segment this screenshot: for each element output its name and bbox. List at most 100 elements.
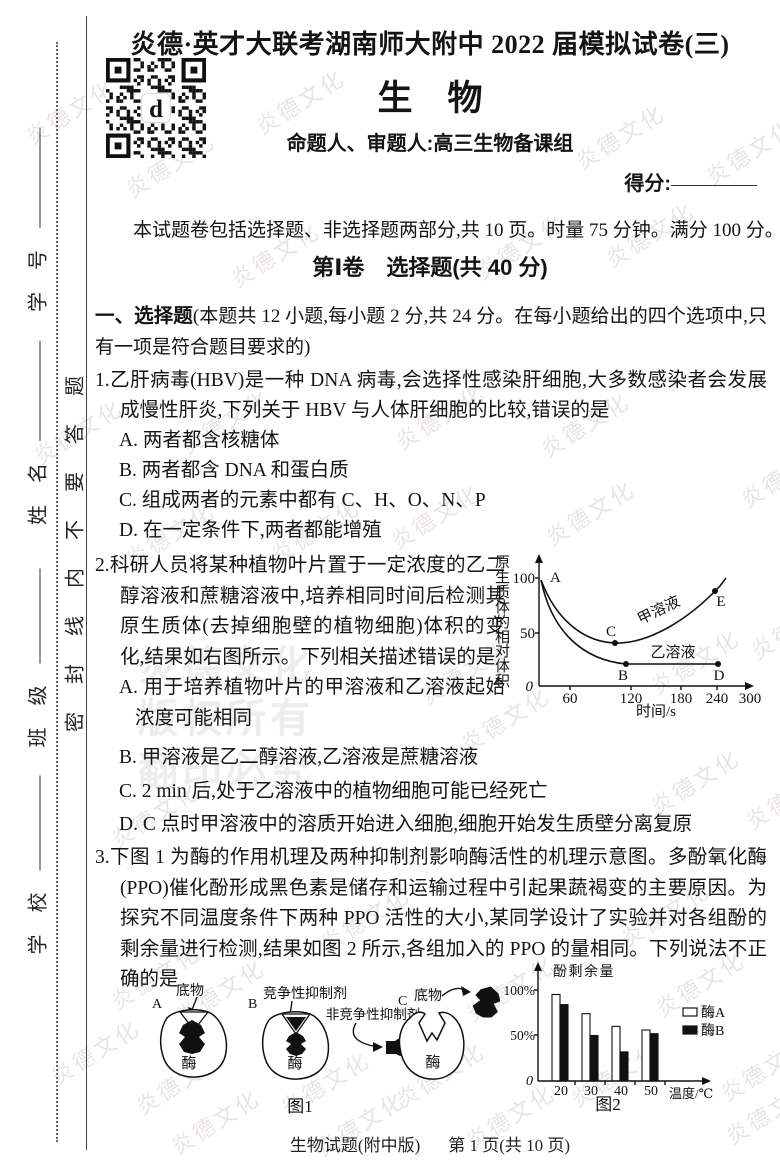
name-blank <box>37 341 41 441</box>
class-label: 班级 <box>27 663 50 748</box>
page-footer: 生物试题(附中版) 第 1 页(共 10 页) <box>95 1131 765 1156</box>
x-tick-240: 240 <box>706 691 729 707</box>
part-heading: 一、选择题(本题共 12 小题,每小题 2 分,共 24 分。在每小题给出的四个… <box>95 301 767 363</box>
point-B-label: B <box>618 668 628 684</box>
score-blank <box>671 183 757 186</box>
seal-instruction-text: 密封线内不要答题 <box>64 348 87 732</box>
question-1: 1.乙肝病毒(HBV)是一种 DNA 病毒,会选择性感染肝细胞,大多数感染者会发… <box>95 366 767 546</box>
bar-tick-50: 50% <box>510 1028 535 1043</box>
x-tick-180: 180 <box>670 691 693 707</box>
question-1-option-b: B. 两者都含 DNA 和蛋白质 <box>119 460 349 481</box>
margin-field-class: 班级 <box>22 568 51 748</box>
x-axis-label: 时间/s <box>636 703 676 720</box>
bar-cat-30: 30 <box>584 1084 598 1099</box>
footer-paper-name: 生物试题(附中版) <box>289 1136 421 1155</box>
question-2-options: B. 甲溶液是乙二醇溶液,乙溶液是蔗糖溶液 C. 2 min 后,处于乙溶液中的… <box>95 741 767 842</box>
stamp-line: 版权所有 <box>138 697 314 741</box>
question-3: 3.下图 1 为酶的作用机理及两种抑制剂影响酶活性的机理示意图。多酚氧化酶(PP… <box>95 843 767 996</box>
x-axis-arrow <box>745 682 754 690</box>
substrate-c-arrow <box>441 987 466 997</box>
question-2-text-column: 2.科研人员将某种植物叶片置于一定浓度的乙二醇溶液和蔗糖溶液中,培养相同时间后检… <box>95 551 505 734</box>
y-tick-100: 100 <box>513 571 536 587</box>
question-1-option-d: D. 在一定条件下,两者都能增殖 <box>119 520 382 541</box>
competitive-inhibitor-body <box>286 1032 306 1056</box>
point-C-dot <box>612 640 618 646</box>
point-A-label: A <box>550 570 561 586</box>
seal-solid-line <box>86 16 87 1150</box>
substrate-c-arrowhead <box>461 986 471 996</box>
diagram-c-tag: C <box>398 994 407 1009</box>
point-C-label: C <box>606 624 616 640</box>
x-tick-120: 120 <box>620 691 643 707</box>
competitive-inhibitor-label: 竞争性抑制剂 <box>263 985 347 1002</box>
seal-dotted-line <box>56 42 58 1142</box>
substrate-a-arrow <box>191 996 198 1011</box>
substrate-a-label: 底物 <box>176 983 204 999</box>
part-label: 一、选择题 <box>95 305 193 327</box>
line-chart-axes <box>535 560 748 690</box>
subject-title: 生 物 <box>377 79 483 118</box>
competitive-inhibitor-shape <box>286 1017 306 1031</box>
x-tick-300: 300 <box>739 691 762 707</box>
phenol-remaining-bar-chart: 酚剩余量 100% 50% 0 20 30 40 50 温度/℃ 酶A 酶B 图… <box>504 962 726 1114</box>
bar-y-axis-arrow <box>534 962 542 971</box>
question-1-option-a: A. 两者都含核糖体 <box>119 430 280 451</box>
stamp-line: 炎德文化 <box>138 644 314 688</box>
point-B-dot <box>623 661 629 667</box>
question-1-option-c: C. 组成两者的元素中都有 C、H、O、N、P <box>119 490 486 511</box>
y-tick-50: 50 <box>520 626 535 642</box>
bar-chart-axes <box>534 968 705 1085</box>
x-tick-60: 60 <box>563 691 578 707</box>
school-blank <box>37 775 41 871</box>
enzyme-mechanism-figure: A 底物 酶 B 竞争性抑制剂 酶 C 底物 非竞争性抑制剂 酶 图1 <box>152 983 500 1116</box>
bar-酶B-30 <box>589 1034 599 1082</box>
protoplast-volume-line-chart: 100 50 0 60 120 180 240 300 时间/s A B C D… <box>513 554 762 720</box>
noncompetitive-inhibitor-label: 非竞争性抑制剂 <box>326 1006 421 1022</box>
bar-series <box>551 993 659 1082</box>
y-axis-arrow <box>535 554 543 563</box>
publisher-stamp-watermark: 炎德文化 版权所有 翻印必究 <box>138 640 314 799</box>
free-substrate-shape <box>472 986 500 1018</box>
legend-label-enzymeA: 酶A <box>701 1005 726 1021</box>
score-row: 得分: <box>95 167 757 196</box>
name-label: 姓名 <box>27 441 50 525</box>
question-3-stem: 3.下图 1 为酶的作用机理及两种抑制剂影响酶活性的机理示意图。多酚氧化酶(PP… <box>95 847 767 990</box>
enzyme-a-label: 酶 <box>181 1055 196 1072</box>
question-2-option-b: B. 甲溶液是乙二醇溶液,乙溶液是蔗糖溶液 <box>119 747 479 768</box>
bar-酶A-30 <box>581 1013 591 1082</box>
margin-field-student-no: 学号 <box>22 128 51 312</box>
point-E-label: E <box>716 594 725 610</box>
diagonal-watermark: 炎德文化 <box>46 1015 145 1090</box>
margin-field-school: 学校 <box>22 775 51 955</box>
bar-cat-20: 20 <box>554 1084 568 1099</box>
question-2-stem: 2.科研人员将某种植物叶片置于一定浓度的乙二醇溶液和蔗糖溶液中,培养相同时间后检… <box>95 555 505 668</box>
qr-code-image: d <box>105 57 207 159</box>
bar-酶B-40 <box>619 1051 629 1082</box>
volume-title: 第Ⅰ卷 选择题(共 40 分) <box>312 255 548 280</box>
question-1-stem: 1.乙肝病毒(HBV)是一种 DNA 病毒,会选择性感染肝细胞,大多数感染者会发… <box>95 370 767 421</box>
bar-酶B-50 <box>649 1033 659 1082</box>
enzyme-b-label: 酶 <box>287 1055 302 1072</box>
student-no-blank <box>37 128 41 228</box>
score-label: 得分: <box>624 173 671 195</box>
noncompetitive-inhibitor-shape <box>386 1041 397 1054</box>
qr-finder-patterns <box>105 57 207 159</box>
bar-cat-50: 50 <box>644 1084 658 1099</box>
bar-chart-legend: 酶A 酶B <box>682 1005 726 1039</box>
series-yi-curve <box>540 579 718 665</box>
student-no-label: 学号 <box>27 228 50 312</box>
series-yi-label: 乙溶液 <box>650 644 695 661</box>
bar-y-axis-label: 酚剩余量 <box>553 963 615 980</box>
y-tick-0: 0 <box>526 679 534 695</box>
bar-tick-100: 100% <box>504 983 536 998</box>
qr-code: d <box>105 57 207 159</box>
exam-instructions: 本试题卷包括选择题、非选择题两部分,共 10 页。时量 75 分钟。满分 100… <box>133 220 780 241</box>
question-2-option-d: D. C 点时甲溶液中的溶质开始进入细胞,细胞开始发生质壁分离复原 <box>119 814 693 835</box>
class-blank <box>37 568 41 664</box>
enzyme-a-active-site <box>178 1011 210 1032</box>
figure2-caption: 图2 <box>595 1095 621 1114</box>
question-2-option-a: A. 用于培养植物叶片的甲溶液和乙溶液起始浓度可能相同 <box>119 677 505 729</box>
setters-line: 命题人、审题人:高三生物备课组 <box>286 133 574 155</box>
bar-tick-0: 0 <box>526 1074 533 1089</box>
